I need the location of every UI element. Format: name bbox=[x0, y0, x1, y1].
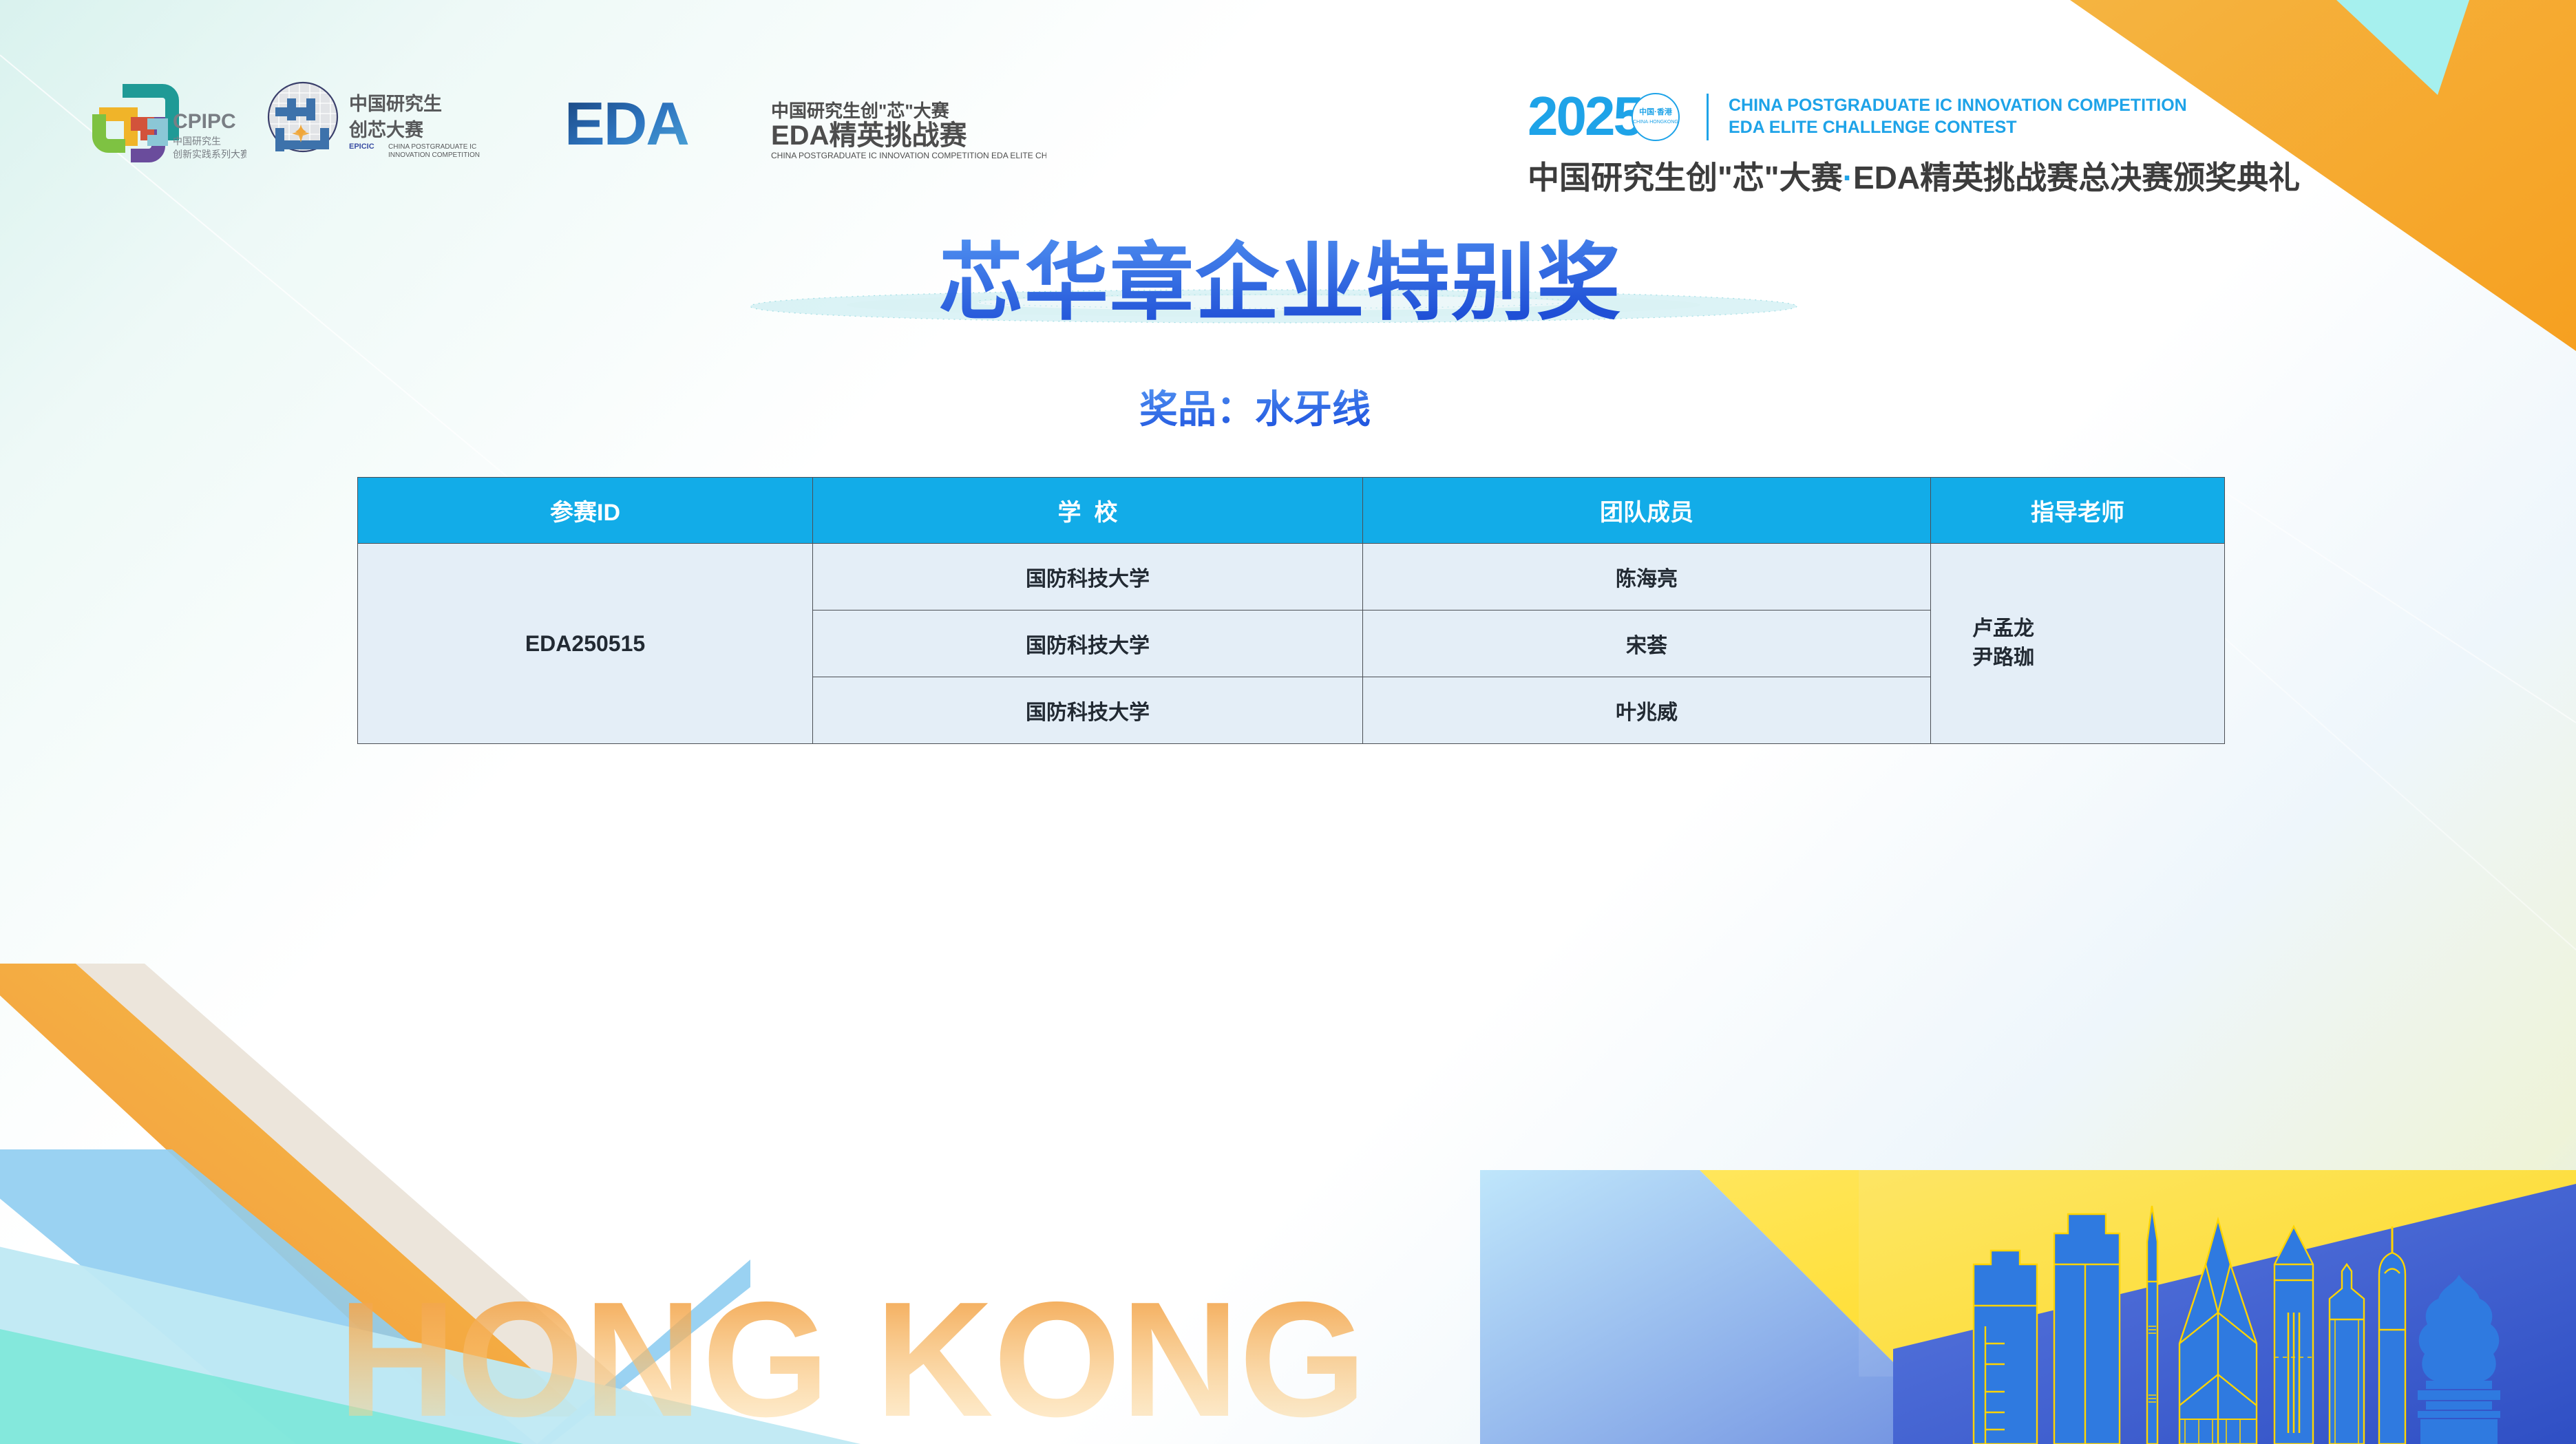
svg-text:HONG KONG: HONG KONG bbox=[338, 1268, 1366, 1444]
